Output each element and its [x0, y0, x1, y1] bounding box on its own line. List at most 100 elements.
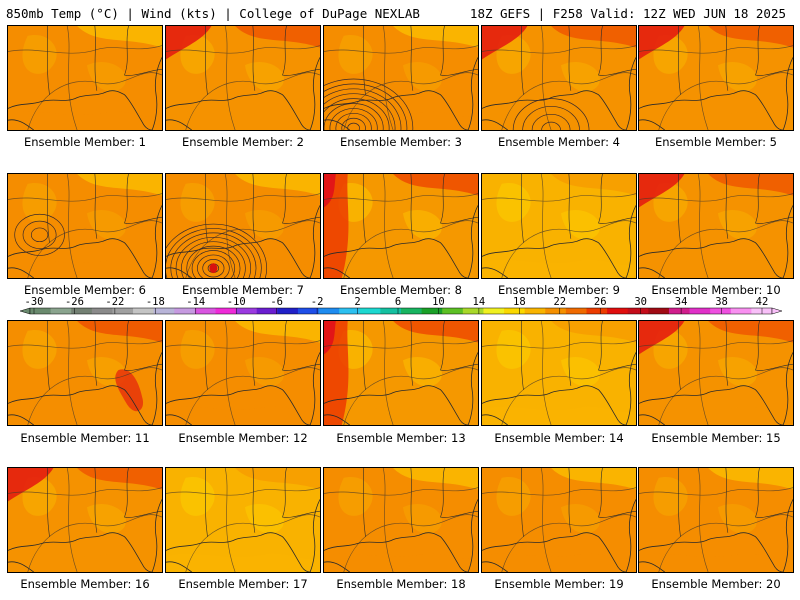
ensemble-panel — [638, 467, 794, 573]
colorbar-swatch — [648, 308, 670, 314]
colorbar-swatch — [194, 308, 216, 314]
colorbar-tick-label: 6 — [395, 296, 401, 308]
colorbar-tick-label: 2 — [354, 296, 360, 308]
temperature-map — [166, 174, 320, 278]
temperature-map — [482, 321, 636, 425]
temperature-map — [482, 468, 636, 572]
temperature-map — [8, 468, 162, 572]
colorbar-swatch — [339, 308, 361, 314]
colorbar-swatch — [627, 308, 649, 314]
ensemble-member-label: Ensemble Member: 17 — [178, 577, 308, 591]
colorbar-swatch — [318, 308, 340, 314]
ensemble-panel — [481, 320, 637, 426]
temperature-colorbar: -30 -26 -22 -18 -14 -10 -6 -2 2 6 10 14 18 22 26 30 34 38… — [19, 296, 783, 315]
ensemble-panel — [481, 467, 637, 573]
colorbar-swatch — [277, 308, 299, 314]
colorbar-swatch — [730, 308, 752, 314]
colorbar-swatch — [401, 308, 423, 314]
temperature-map — [324, 174, 478, 278]
header-title: 850mb Temp (°C) | Wind (kts) | College o… — [6, 6, 420, 21]
header-run-info: 18Z GEFS | F258 Valid: 12Z WED JUN 18 20… — [469, 6, 786, 21]
colorbar-swatch — [442, 308, 464, 314]
ensemble-panel — [638, 25, 794, 131]
colorbar-tick-label: 14 — [473, 296, 486, 308]
colorbar-tick-label: 42 — [756, 296, 769, 308]
colorbar-swatch — [236, 308, 258, 314]
colorbar-tick-label: -18 — [146, 296, 165, 308]
ensemble-member-label: Ensemble Member: 8 — [340, 283, 462, 297]
ensemble-panel — [165, 25, 321, 131]
ensemble-panel — [165, 467, 321, 573]
colorbar-tick-label: 38 — [715, 296, 728, 308]
temperature-map — [8, 174, 162, 278]
colorbar-tick-label: 30 — [634, 296, 647, 308]
colorbar-swatch — [504, 308, 526, 314]
ensemble-panel — [481, 25, 637, 131]
temperature-map — [639, 321, 793, 425]
ensemble-member-label: Ensemble Member: 11 — [20, 431, 150, 445]
colorbar-swatch — [71, 308, 93, 314]
ensemble-member-label: Ensemble Member: 19 — [494, 577, 624, 591]
colorbar-swatch — [256, 308, 278, 314]
colorbar-tick-label: -22 — [105, 296, 124, 308]
ensemble-member-label: Ensemble Member: 12 — [178, 431, 308, 445]
colorbar-swatch — [30, 308, 52, 314]
colorbar-tick-label: -10 — [227, 296, 246, 308]
temperature-map — [324, 26, 478, 130]
temperature-map — [482, 174, 636, 278]
colorbar-swatch — [174, 308, 196, 314]
ensemble-panel — [165, 320, 321, 426]
temperature-map — [639, 468, 793, 572]
colorbar-swatch — [50, 308, 72, 314]
colorbar-swatch — [483, 308, 505, 314]
temperature-map — [639, 174, 793, 278]
ensemble-member-label: Ensemble Member: 18 — [336, 577, 466, 591]
ensemble-panel — [7, 25, 163, 131]
ensemble-member-label: Ensemble Member: 13 — [336, 431, 466, 445]
ensemble-panel — [7, 173, 163, 279]
colorbar-swatch — [462, 308, 484, 314]
temperature-map — [8, 321, 162, 425]
colorbar-swatch — [297, 308, 319, 314]
ensemble-member-label: Ensemble Member: 6 — [24, 283, 146, 297]
temperature-map — [166, 468, 320, 572]
ensemble-member-label: Ensemble Member: 3 — [340, 135, 462, 149]
ensemble-panel — [481, 173, 637, 279]
colorbar-tick-label: -6 — [270, 296, 283, 308]
colorbar-swatch — [565, 308, 587, 314]
colorbar-swatch — [607, 308, 629, 314]
colorbar-swatch — [112, 308, 134, 314]
temperature-map — [166, 26, 320, 130]
colorbar-tick-label: 22 — [553, 296, 566, 308]
colorbar-swatch — [710, 308, 732, 314]
colorbar-tick-label: -2 — [311, 296, 324, 308]
ensemble-member-label: Ensemble Member: 4 — [498, 135, 620, 149]
colorbar-swatch — [153, 308, 175, 314]
ensemble-panel — [323, 25, 479, 131]
temperature-map — [639, 26, 793, 130]
ensemble-member-label: Ensemble Member: 10 — [651, 283, 781, 297]
ensemble-member-label: Ensemble Member: 1 — [24, 135, 146, 149]
ensemble-member-label: Ensemble Member: 14 — [494, 431, 624, 445]
colorbar-swatch — [668, 308, 690, 314]
ensemble-panel — [7, 467, 163, 573]
colorbar-swatch — [215, 308, 237, 314]
colorbar-swatch — [586, 308, 608, 314]
ensemble-member-label: Ensemble Member: 2 — [182, 135, 304, 149]
temperature-map — [324, 321, 478, 425]
colorbar-swatch — [133, 308, 155, 314]
ensemble-member-label: Ensemble Member: 5 — [655, 135, 777, 149]
colorbar-tick-label: -14 — [186, 296, 205, 308]
ensemble-panel — [323, 173, 479, 279]
temperature-map — [8, 26, 162, 130]
colorbar-tick-label: 34 — [675, 296, 688, 308]
colorbar-swatch — [421, 308, 443, 314]
temperature-map — [482, 26, 636, 130]
colorbar-tick-label: 26 — [594, 296, 607, 308]
ensemble-panel — [638, 173, 794, 279]
colorbar-swatch — [91, 308, 113, 314]
colorbar-tick-label: 10 — [432, 296, 445, 308]
ensemble-panel — [165, 173, 321, 279]
ensemble-member-label: Ensemble Member: 20 — [651, 577, 781, 591]
colorbar-tick-label: -30 — [25, 296, 44, 308]
